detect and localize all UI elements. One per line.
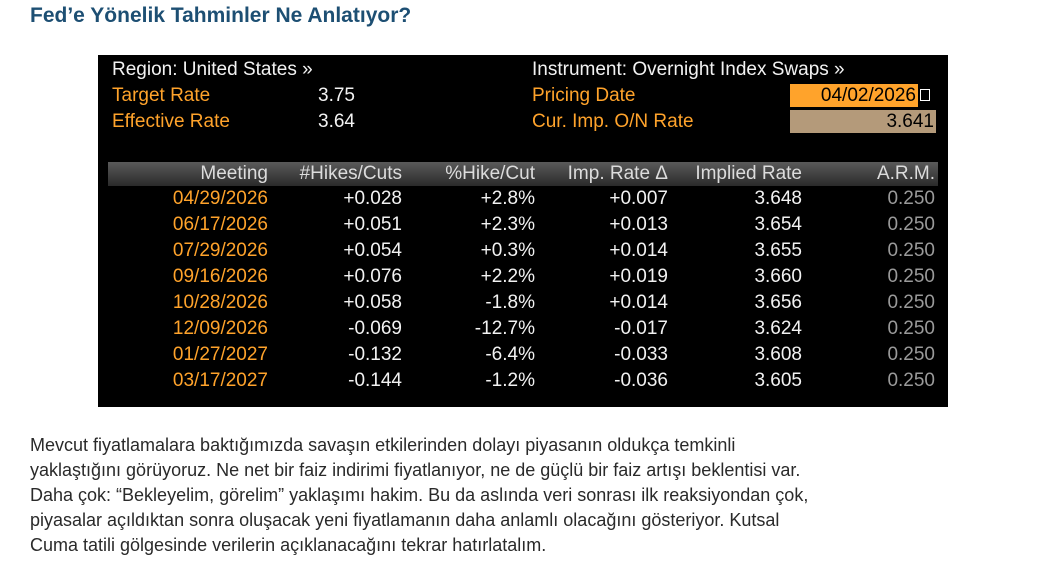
paragraph-line: Mevcut fiyatlamalara baktığımızda savaşı… [30,435,736,455]
meeting-date: 10/28/2026 [172,292,268,313]
column-header: Meeting [200,163,268,184]
table-cell: -1.2% [485,370,535,391]
table-cell: 0.250 [887,344,935,365]
meeting-date: 09/16/2026 [172,266,268,287]
meeting-date: 01/27/2027 [172,344,268,365]
table-cell: 3.654 [754,214,802,235]
meeting-date: 12/09/2026 [172,318,268,339]
table-cell: 3.624 [754,318,802,339]
table-cell: +0.014 [609,240,668,261]
rate-field [790,110,936,133]
table-cell: 0.250 [887,370,935,391]
table-cell: 0.250 [887,214,935,235]
field-value: 04/02/2026 [820,85,916,106]
table-cell: +0.051 [343,214,402,235]
paragraph: Mevcut fiyatlamalara baktığımızda savaşı… [30,433,808,558]
column-header: A.R.M. [876,163,935,184]
table-cell: +2.2% [480,266,535,287]
field-value: 3.641 [886,111,934,132]
column-header: %Hike/Cut [445,163,535,184]
table-cell: +0.058 [343,292,402,313]
table-cell: 3.660 [754,266,802,287]
table-cell: +0.028 [343,188,402,209]
table-header-bar [108,162,938,186]
table-cell: +0.019 [609,266,668,287]
table-cell: 3.655 [754,240,802,261]
table-cell: +0.054 [343,240,402,261]
field-label: Target Rate [112,85,211,106]
region-label[interactable]: Region: United States » [112,59,313,80]
field-label: Effective Rate [112,111,230,132]
paragraph-line: piyasalar açıldıktan sonra oluşacak yeni… [30,510,780,530]
table-cell: +0.076 [343,266,402,287]
pricing-date-field[interactable] [790,84,918,107]
table-cell: 0.250 [887,188,935,209]
table-cell: +0.014 [609,292,668,313]
table-cell: -0.144 [348,370,402,391]
table-cell: -0.132 [348,344,402,365]
table-cell: 3.605 [754,370,802,391]
table-cell: +0.013 [609,214,668,235]
table-cell: +2.3% [480,214,535,235]
column-header: Imp. Rate Δ [567,163,668,184]
table-cell: -0.033 [614,344,668,365]
meeting-date: 03/17/2027 [172,370,268,391]
field-value: 3.75 [318,85,355,106]
table-cell: 0.250 [887,292,935,313]
meeting-date: 06/17/2026 [172,214,268,235]
meeting-date: 07/29/2026 [172,240,268,261]
table-cell: 0.250 [887,318,935,339]
field-label: Pricing Date [532,85,636,106]
field-label: Cur. Imp. O/N Rate [532,111,694,132]
table-cell: 0.250 [887,266,935,287]
table-cell: 3.608 [754,344,802,365]
column-header: #Hikes/Cuts [299,163,402,184]
table-cell: -12.7% [474,318,535,339]
table-cell: -0.069 [348,318,402,339]
table-cell: +0.3% [480,240,535,261]
calendar-icon [920,89,930,101]
table-cell: -0.036 [614,370,668,391]
table-cell: -6.4% [485,344,535,365]
field-value: 3.64 [318,111,355,132]
table-cell: 0.250 [887,240,935,261]
table-cell: +2.8% [480,188,535,209]
column-header: Implied Rate [695,163,802,184]
article-title: Fed’e Yönelik Tahminler Ne Anlatıyor? [30,4,412,27]
table-cell: 3.648 [754,188,802,209]
paragraph-line: yaklaştığını görüyoruz. Ne net bir faiz … [30,460,801,480]
instrument-label[interactable]: Instrument: Overnight Index Swaps » [532,59,845,80]
table-cell: 3.656 [754,292,802,313]
terminal-panel: Region: United States » Target Rate 3.75 Ef… [98,55,948,407]
table-cell: -0.017 [614,318,668,339]
paragraph-line: Cuma tatili gölgesinde verilerin açıklan… [30,535,547,555]
table-cell: -1.8% [485,292,535,313]
meeting-date: 04/29/2026 [172,188,268,209]
table-cell: +0.007 [609,188,668,209]
paragraph-line: Daha çok: “Bekleyelim, görelim” yaklaşım… [30,485,809,505]
